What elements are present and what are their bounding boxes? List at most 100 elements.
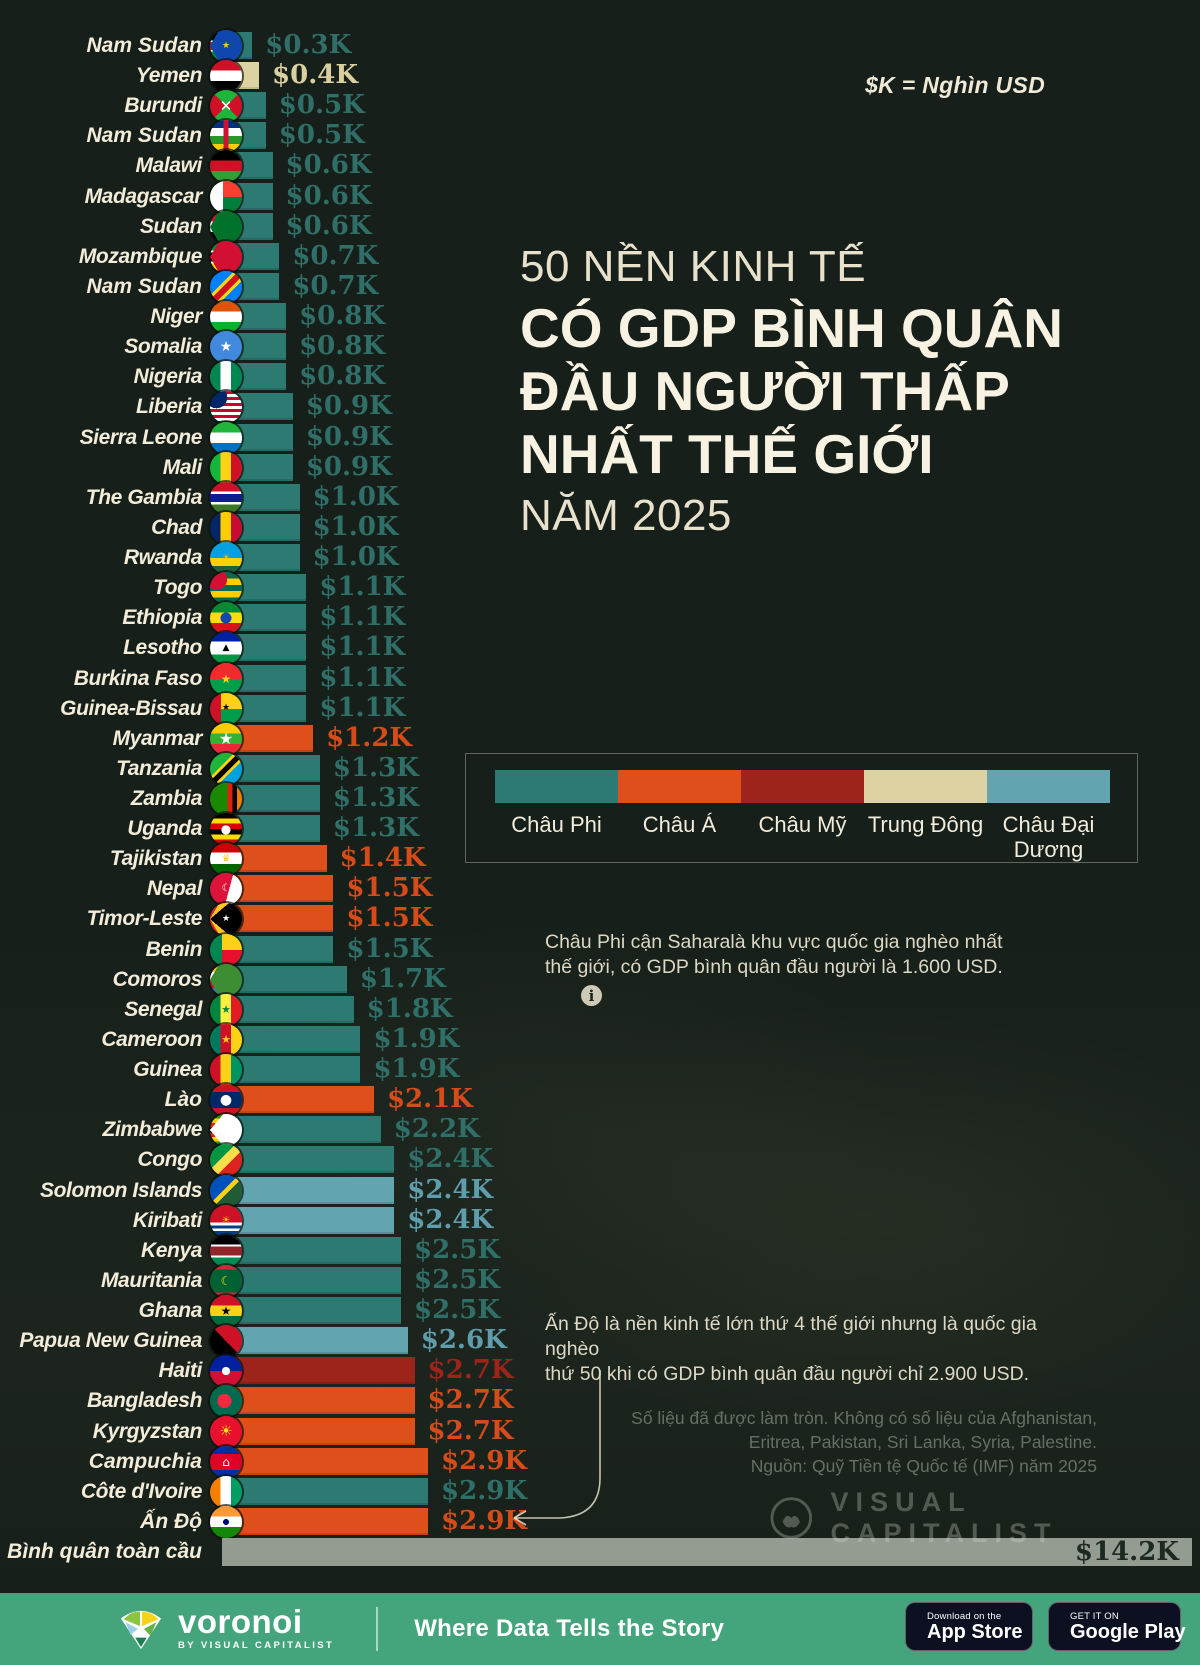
- value-label: $1.1K: [319, 632, 406, 663]
- country-label: Campuchia: [88, 1449, 202, 1473]
- flag-icon: ★: [210, 722, 242, 755]
- flag-emblem: ★: [220, 671, 232, 686]
- country-label: Nam Sudan: [86, 274, 202, 298]
- app-store-badge[interactable]: Download on the App Store: [905, 1602, 1033, 1651]
- value-label: $2.9K: [441, 1445, 527, 1476]
- chart-row: Kenya $2.5K: [0, 1234, 1200, 1267]
- value-bar: [222, 1236, 401, 1264]
- footer-tagline: Where Data Tells the Story: [414, 1615, 725, 1642]
- country-label: Mauritania: [100, 1268, 202, 1292]
- legend-item: Châu Mỹ: [741, 770, 864, 862]
- value-bar: [222, 1327, 408, 1355]
- chart-row: ☀ Malawi $0.6K: [0, 150, 1200, 183]
- flag-icon: ★: [210, 692, 242, 725]
- country-label: Rwanda: [123, 546, 203, 570]
- value-bar: [222, 1086, 374, 1114]
- flag-emblem: ♛: [221, 853, 231, 864]
- chart-row: Tanzania $1.3K: [0, 752, 1200, 785]
- flag-icon: [210, 963, 242, 996]
- chart-row: ★ Cameroon $1.9K: [0, 1023, 1200, 1056]
- value-label: $2.2K: [393, 1114, 480, 1145]
- country-label: Myanmar: [112, 726, 203, 750]
- google-play-badge-bottom: Google Play: [1070, 1620, 1186, 1643]
- chart-row: ⌂ Campuchia $2.9K: [0, 1445, 1200, 1478]
- chart-row: ★ Ghana $2.5K: [0, 1295, 1200, 1328]
- country-label: Kyrgyzstan: [92, 1419, 203, 1443]
- country-label: Kiribati: [132, 1208, 203, 1232]
- value-label: $2.4K: [407, 1174, 494, 1205]
- google-play-badge[interactable]: GET IT ON Google Play: [1048, 1602, 1186, 1651]
- value-bar: [222, 1146, 395, 1174]
- flag-icon: [210, 120, 242, 153]
- info-icon[interactable]: i: [581, 985, 602, 1006]
- value-label: $1.4K: [339, 843, 426, 874]
- flag-icon: [210, 1325, 242, 1358]
- chart-row: Nam Sudan $0.5K: [0, 120, 1200, 153]
- chart-row: Comoros $1.7K: [0, 963, 1200, 996]
- chart-row: Zimbabwe $2.2K: [0, 1114, 1200, 1147]
- flag-emblem: ★: [219, 339, 233, 356]
- voronoi-sub: BY VISUAL CAPITALIST: [178, 1640, 335, 1651]
- chart-row: ▲ Lesotho $1.1K: [0, 632, 1200, 665]
- flag-icon: [210, 210, 242, 243]
- flag-icon: ★: [210, 903, 242, 936]
- chart-row: ☀ Kiribati $2.4K: [0, 1204, 1200, 1237]
- value-label: $0.5K: [278, 90, 365, 121]
- flag-icon: ★: [210, 662, 242, 695]
- value-label: $1.1K: [319, 662, 406, 693]
- chart-row: Ấn Độ $2.9K: [0, 1505, 1200, 1538]
- country-label: Ấn Độ: [140, 1509, 202, 1533]
- legend-item: Trung Đông: [864, 770, 987, 862]
- flag-icon: ♛: [210, 843, 242, 876]
- flag-emblem: ☀: [221, 552, 231, 563]
- chart-row: Papua New Guinea $2.6K: [0, 1325, 1200, 1358]
- chart-row: ★ Guinea-Bissau $1.1K: [0, 692, 1200, 725]
- country-label: Mali: [162, 455, 203, 479]
- country-label: Nam Sudan: [86, 124, 202, 148]
- country-label: Malawi: [135, 154, 203, 178]
- value-bar: [222, 1477, 429, 1505]
- flag-icon: [210, 481, 242, 514]
- flag-icon: [210, 1385, 242, 1418]
- legend-swatch: [618, 770, 741, 803]
- country-label: Guinea-Bissau: [60, 696, 202, 720]
- value-bar: [222, 1417, 415, 1445]
- value-label: $0.9K: [305, 391, 392, 422]
- value-label: $2.7K: [427, 1355, 514, 1386]
- country-label: Lesotho: [123, 636, 202, 660]
- title-line-5: NĂM 2025: [520, 491, 732, 540]
- value-label: $0.6K: [285, 150, 372, 181]
- legend-swatch: [864, 770, 987, 803]
- flag-emblem: ●: [220, 822, 232, 837]
- legend-swatch: [495, 770, 618, 803]
- country-label: Ethiopia: [122, 606, 202, 630]
- value-label: $1.5K: [346, 903, 433, 934]
- app-store-badge-top: Download on the: [927, 1610, 1002, 1622]
- flag-icon: [210, 270, 242, 303]
- flag-emblem: ☀: [221, 1214, 231, 1226]
- flag-icon: ▲: [210, 632, 242, 665]
- value-label: $0.6K: [285, 180, 372, 211]
- value-label: $1.3K: [332, 752, 419, 783]
- flag-emblem: ▲: [222, 642, 230, 653]
- flag-emblem: ★: [220, 1304, 232, 1319]
- flag-icon: [210, 933, 242, 966]
- flag-icon: [210, 451, 242, 484]
- flag-emblem: ★: [221, 1003, 231, 1017]
- value-label: $2.4K: [407, 1144, 494, 1175]
- value-label: $0.6K: [285, 210, 372, 241]
- value-bar: [222, 1206, 395, 1234]
- flag-emblem: ●: [219, 1092, 233, 1109]
- value-bar: [222, 1447, 429, 1475]
- flag-icon: [210, 1114, 242, 1147]
- flag-emblem: ★: [221, 913, 231, 924]
- value-label: $1.7K: [359, 963, 446, 994]
- title-line-4: NHẤT THẾ GIỚI: [520, 423, 934, 485]
- chart-row: Bangladesh $2.7K: [0, 1385, 1200, 1418]
- value-label: $2.4K: [407, 1204, 494, 1235]
- flag-icon: ★: [210, 30, 242, 62]
- chart-row: ✕ Burundi $0.5K: [0, 90, 1200, 123]
- value-bar: [222, 965, 347, 993]
- flag-icon: ⌂: [210, 1445, 242, 1478]
- flag-icon: [210, 783, 242, 815]
